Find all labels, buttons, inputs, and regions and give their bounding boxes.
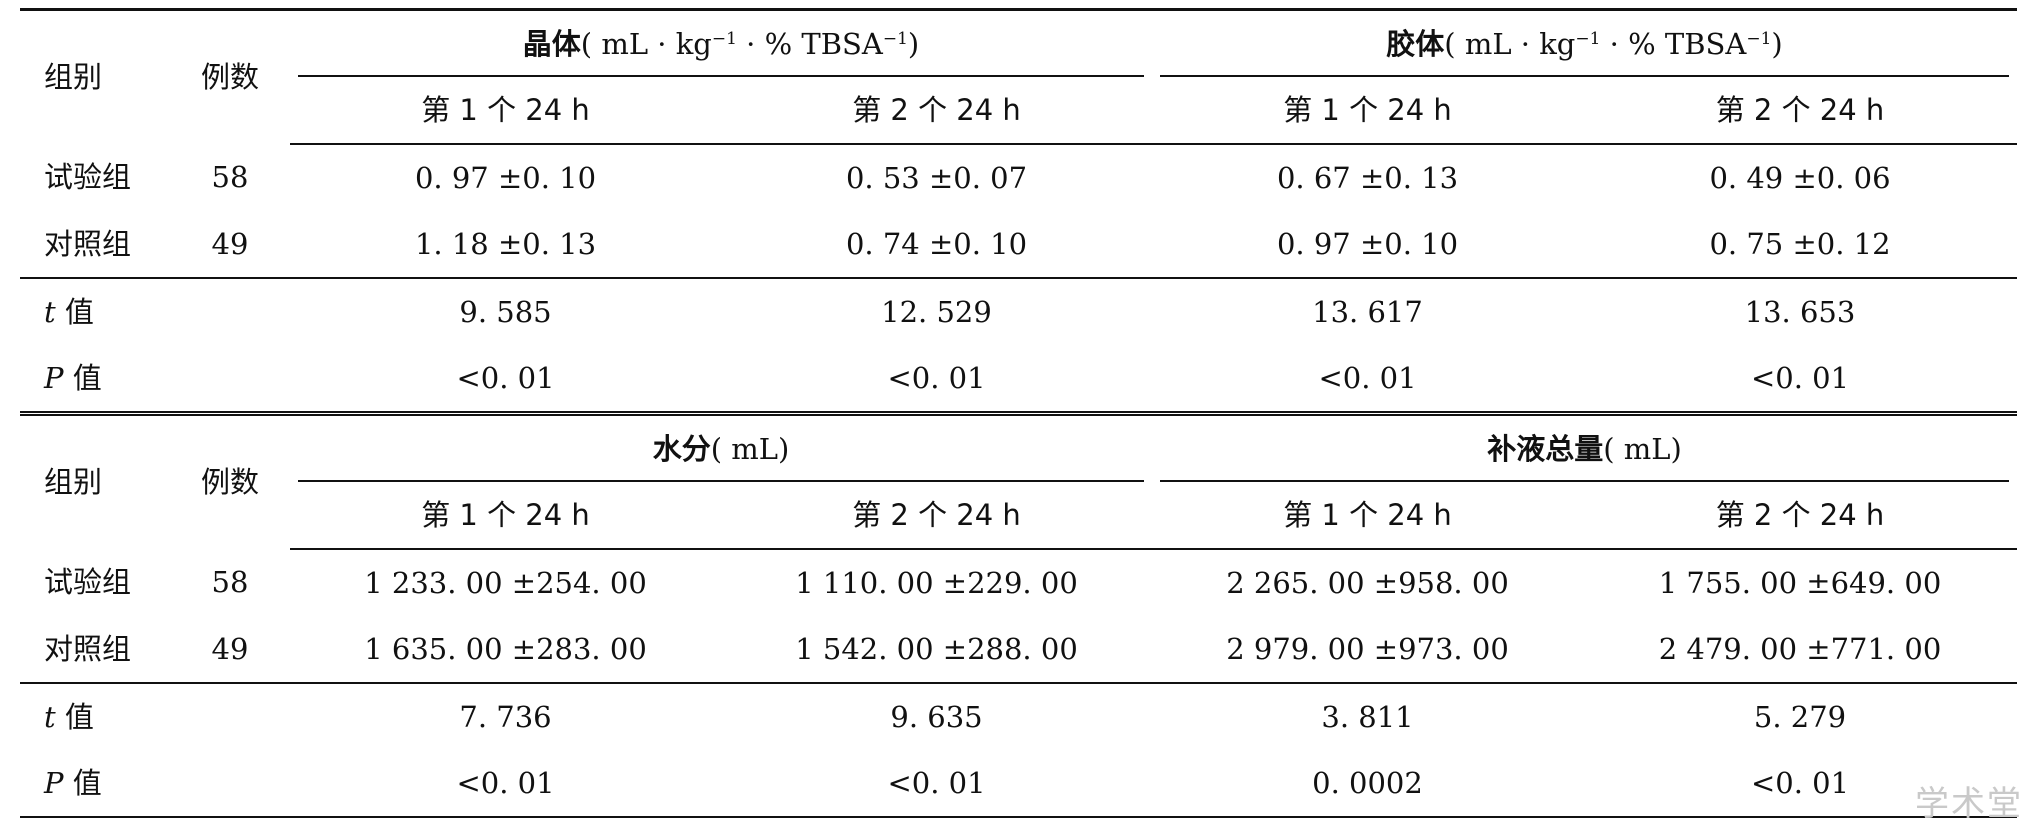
subheader-cell: 第 2 个 24 h	[1583, 482, 2017, 550]
p-label: P 值	[20, 345, 170, 416]
data-table: 组别 例数 晶体( mL · kg−1 · % TBSA−1) 胶体( mL ·…	[20, 8, 2017, 818]
watermark-logo: 学术堂	[1915, 784, 2023, 824]
subheader-cell: 第 1 个 24 h	[290, 482, 721, 550]
water-unit: ( mL)	[710, 431, 790, 466]
t-value: 9. 635	[890, 699, 983, 734]
crystal-unit-sup1: −1	[711, 28, 737, 49]
p-value: <0. 01	[290, 345, 721, 416]
row-value: 0. 53 ±0. 07	[845, 160, 1028, 195]
row-cases	[170, 345, 290, 416]
row-cases	[170, 683, 290, 750]
colloid-unit-prefix: ( mL · kg	[1444, 26, 1576, 61]
total-fluid-label: 补液总量	[1487, 431, 1604, 466]
row-value: 0. 97 ±0. 10	[414, 160, 597, 195]
t-label: t 值	[44, 294, 94, 329]
t-value: 5. 279	[1753, 699, 1847, 734]
row-cases	[170, 278, 290, 345]
colloid-header: 胶体( mL · kg−1 · % TBSA−1)	[1152, 10, 2017, 78]
colloid-unit-mid: · % TBSA	[1600, 26, 1747, 61]
cases-header: 例数	[200, 465, 259, 499]
row-value: 0. 97 ±0. 10	[1152, 211, 1583, 279]
row-group-label: 对照组	[20, 616, 170, 684]
crystal-label: 晶体	[522, 26, 581, 61]
row-value: 2 979. 00 ±973. 00	[1152, 616, 1583, 684]
subheader-cell: 第 2 个 24 h	[721, 482, 1152, 550]
p-label: P 值	[20, 750, 170, 818]
row-value: 1 233. 00 ±254. 00	[364, 565, 647, 600]
row-cases: 58	[211, 565, 249, 599]
p-value: <0. 01	[1583, 750, 2017, 818]
table-row: 对照组 49 1. 18 ±0. 13 0. 74 ±0. 10 0. 97 ±…	[20, 211, 2017, 279]
t-value-row: t 值 9. 585 12. 529 13. 617 13. 653	[20, 278, 2017, 345]
p-value: <0. 01	[1583, 345, 2017, 416]
table-row: 试验组 58 1 233. 00 ±254. 00 1 110. 00 ±229…	[20, 549, 2017, 616]
t-value: 7. 736	[459, 699, 552, 734]
row-value: 1 542. 00 ±288. 00	[721, 616, 1152, 684]
p-value: <0. 01	[290, 750, 721, 818]
p-value: <0. 01	[721, 750, 1152, 818]
t-value: 12. 529	[881, 294, 992, 329]
row-value: 1. 18 ±0. 13	[290, 211, 721, 279]
colloid-label: 胶体	[1386, 26, 1445, 61]
p-value: <0. 01	[1152, 345, 1583, 416]
crystal-unit-prefix: ( mL · kg	[580, 26, 712, 61]
row-value: 1 755. 00 ±649. 00	[1658, 565, 1942, 600]
table2-header-row: 组别 例数 水分( mL) 补液总量( mL)	[20, 414, 2017, 496]
row-value: 2 479. 00 ±771. 00	[1583, 616, 2017, 684]
t-value: 3. 811	[1321, 699, 1414, 734]
row-cases: 49	[170, 616, 290, 684]
table-row: 对照组 49 1 635. 00 ±283. 00 1 542. 00 ±288…	[20, 616, 2017, 684]
t-value: 9. 585	[459, 294, 552, 329]
colloid-unit-sup2: −1	[1746, 28, 1772, 49]
subheader-cell: 第 2 个 24 h	[1583, 77, 2017, 145]
p-value: 0. 0002	[1152, 750, 1583, 818]
water-label: 水分	[652, 431, 711, 466]
t-label: t 值	[44, 699, 94, 734]
row-group-label: 对照组	[20, 211, 170, 279]
subheader-cell: 第 1 个 24 h	[290, 77, 721, 145]
p-value-row: P 值 <0. 01 <0. 01 <0. 01 <0. 01	[20, 345, 2017, 416]
crystal-unit-suffix: )	[907, 26, 920, 61]
row-value: 0. 75 ±0. 12	[1583, 211, 2017, 279]
row-value: 0. 74 ±0. 10	[721, 211, 1152, 279]
t-value-row: t 值 7. 736 9. 635 3. 811 5. 279	[20, 683, 2017, 750]
stats-table: 组别 例数 晶体( mL · kg−1 · % TBSA−1) 胶体( mL ·…	[20, 8, 2017, 818]
table1-header-row: 组别 例数 晶体( mL · kg−1 · % TBSA−1) 胶体( mL ·…	[20, 9, 2017, 91]
row-value: 1 110. 00 ±229. 00	[795, 565, 1078, 600]
crystal-unit-sup2: −1	[882, 28, 908, 49]
row-value: 2 265. 00 ±958. 00	[1226, 565, 1509, 600]
table2-subheader-row: 第 1 个 24 h 第 2 个 24 h 第 1 个 24 h 第 2 个 2…	[20, 482, 2017, 550]
t-value: 13. 617	[1312, 294, 1423, 329]
colloid-unit-sup1: −1	[1575, 28, 1601, 49]
colloid-unit-suffix: )	[1771, 26, 1783, 61]
p-value-row: P 值 <0. 01 <0. 01 0. 0002 <0. 01	[20, 750, 2017, 818]
subheader-cell: 第 2 个 24 h	[721, 77, 1152, 145]
table1-subheader-row: 第 1 个 24 h 第 2 个 24 h 第 1 个 24 h 第 2 个 2…	[20, 77, 2017, 145]
row-value: 0. 49 ±0. 06	[1709, 160, 1891, 195]
row-cases: 58	[211, 160, 249, 194]
subheader-cell: 第 1 个 24 h	[1152, 77, 1583, 145]
row-cases	[170, 750, 290, 818]
row-value: 1 635. 00 ±283. 00	[290, 616, 721, 684]
table-row: 试验组 58 0. 97 ±0. 10 0. 53 ±0. 07 0. 67 ±…	[20, 144, 2017, 211]
total-fluid-unit: ( mL)	[1603, 431, 1682, 466]
group-header: 组别	[44, 465, 103, 499]
row-group-label: 试验组	[44, 160, 132, 194]
group-header: 组别	[44, 60, 103, 94]
p-value: <0. 01	[721, 345, 1152, 416]
cases-header: 例数	[200, 60, 259, 94]
subheader-cell: 第 1 个 24 h	[1152, 482, 1583, 550]
row-group-label: 试验组	[44, 565, 132, 599]
crystal-header: 晶体( mL · kg−1 · % TBSA−1)	[290, 10, 1152, 78]
total-fluid-header: 补液总量( mL)	[1152, 414, 2017, 483]
row-cases: 49	[170, 211, 290, 279]
water-header: 水分( mL)	[290, 414, 1152, 483]
row-value: 0. 67 ±0. 13	[1276, 160, 1459, 195]
t-value: 13. 653	[1744, 294, 1856, 329]
crystal-unit-mid: · % TBSA	[736, 26, 883, 61]
